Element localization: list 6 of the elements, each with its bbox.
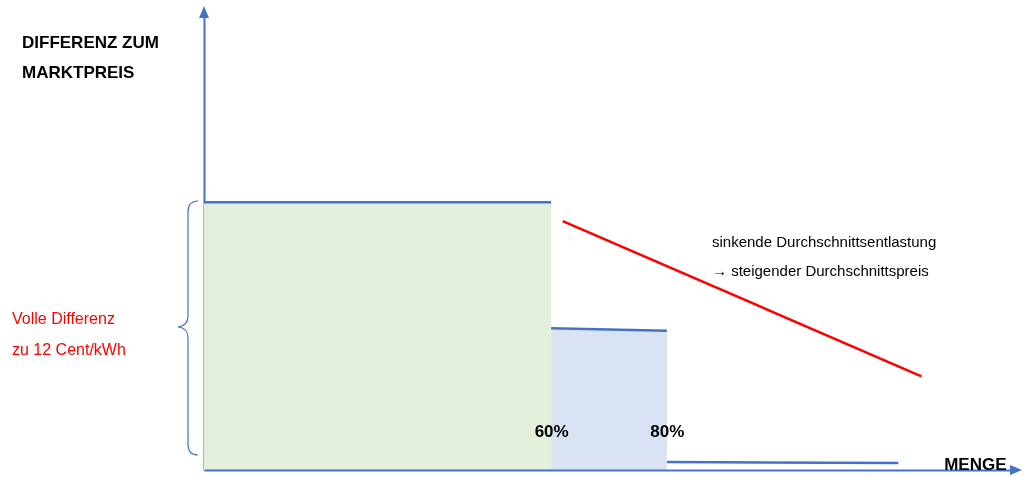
x-tick-label: 60% xyxy=(534,421,569,441)
x-tick-label: 80% xyxy=(650,421,685,441)
text: DIFFERENZ ZUM MARKTPREIS xyxy=(22,33,159,82)
text: Volle Differenz zu 12 Cent/kWh xyxy=(12,310,126,358)
x-axis-title: MENGE xyxy=(944,454,1007,474)
annotation: sinkende Durchschnittsentlastung → steigender Durchschnittspreis xyxy=(712,233,937,279)
